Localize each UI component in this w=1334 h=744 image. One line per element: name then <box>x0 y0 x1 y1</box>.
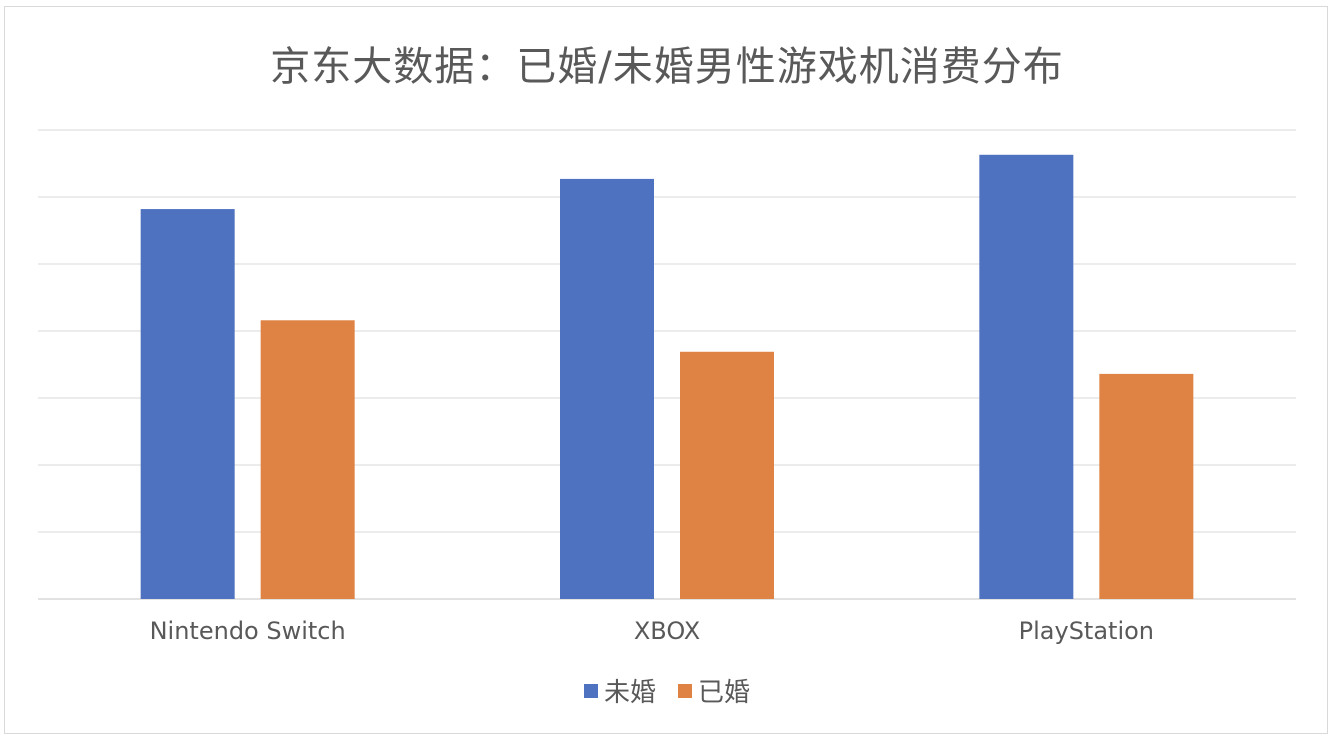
legend-label-unmarried: 未婚 <box>603 678 656 708</box>
legend-label-married: 已婚 <box>698 678 751 708</box>
bar-unmarried-nintendo-switch <box>140 209 235 599</box>
bar-unmarried-playstation <box>979 154 1074 600</box>
legend-swatch-married <box>678 683 692 698</box>
legend-swatch-unmarried <box>583 683 598 698</box>
bar-unmarried-xbox <box>560 178 654 599</box>
legend: 未婚 已婚 <box>0 672 1334 709</box>
x-tick-label: Nintendo Switch <box>150 617 346 645</box>
bar-married-xbox <box>680 351 774 599</box>
legend-item-married: 已婚 <box>678 672 750 709</box>
chart-title: 京东大数据：已婚/未婚男性游戏机消费分布 <box>270 44 1064 90</box>
x-tick-label: XBOX <box>634 617 700 645</box>
x-tick-label: PlayStation <box>1019 617 1154 645</box>
legend-item-unmarried: 未婚 <box>583 672 656 709</box>
bar-married-nintendo-switch <box>260 320 355 599</box>
bar-married-playstation <box>1099 373 1194 599</box>
